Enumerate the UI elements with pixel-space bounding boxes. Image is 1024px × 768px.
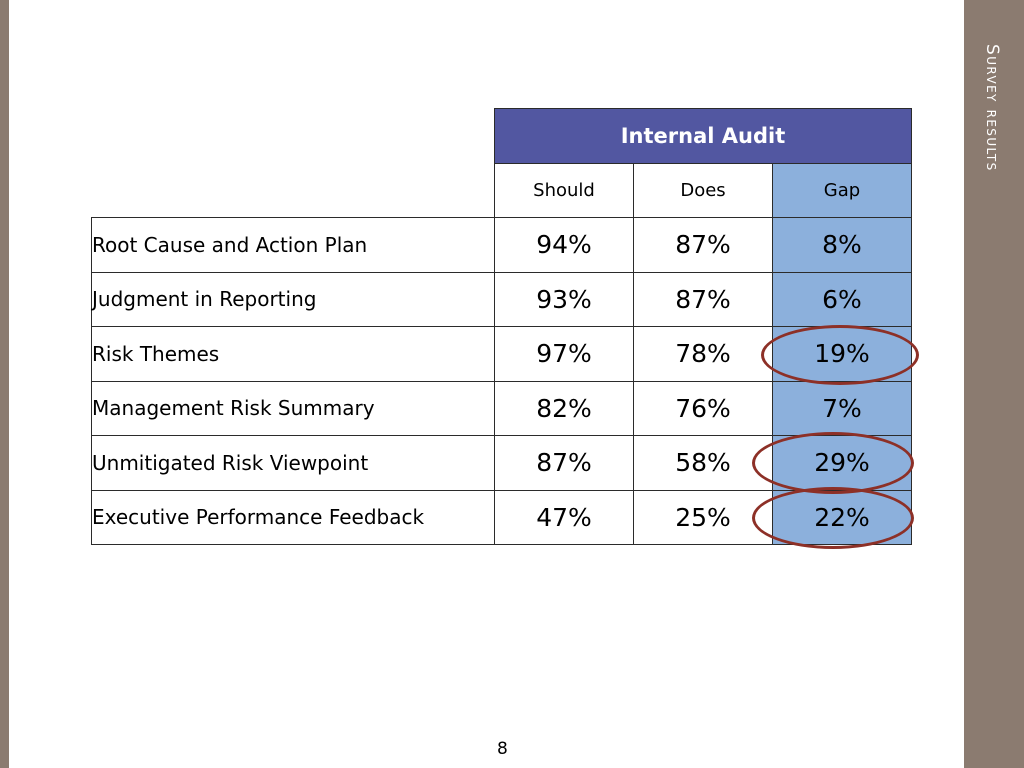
does-value: 76% [633,380,773,436]
table-row: Management Risk Summary 82% 76% 7% [91,380,912,436]
table-row: Executive Performance Feedback 47% 25% 2… [91,489,912,545]
does-value: 58% [633,435,773,491]
row-label: Unmitigated Risk Viewpoint [91,435,495,491]
table-row: Root Cause and Action Plan 94% 87% 8% [91,217,912,273]
side-title: Survey results [982,44,1002,172]
should-value: 94% [494,217,634,273]
does-value: 25% [633,489,773,545]
row-label: Risk Themes [91,326,495,382]
column-header-row: Should Does Gap [92,162,912,218]
should-value: 93% [494,271,634,327]
column-header-does: Does [633,162,773,218]
gap-value: 29% [772,435,912,491]
survey-table: Internal Audit Should Does Gap Root Caus… [91,108,912,545]
should-value: 87% [494,435,634,491]
row-label: Executive Performance Feedback [91,489,495,545]
should-value: 97% [494,326,634,382]
row-label: Management Risk Summary [91,380,495,436]
column-header-gap: Gap [772,162,912,218]
should-value: 47% [494,489,634,545]
blank-cell [92,109,495,164]
row-label: Root Cause and Action Plan [91,217,495,273]
table-row: Unmitigated Risk Viewpoint 87% 58% 29% [91,435,912,491]
gap-value: 19% [772,326,912,382]
column-header-should: Should [494,162,634,218]
row-label: Judgment in Reporting [91,271,495,327]
does-value: 87% [633,271,773,327]
group-header: Internal Audit [494,108,912,164]
blank-cell [92,163,495,218]
does-value: 78% [633,326,773,382]
group-header-row: Internal Audit [92,108,912,164]
gap-value: 6% [772,271,912,327]
should-value: 82% [494,380,634,436]
table-row: Judgment in Reporting 93% 87% 6% [91,271,912,327]
gap-value: 22% [772,489,912,545]
page-number: 8 [497,739,508,759]
does-value: 87% [633,217,773,273]
left-border-bar [0,0,9,768]
gap-value: 8% [772,217,912,273]
gap-value: 7% [772,380,912,436]
right-side-bar [964,0,1024,768]
table-row: Risk Themes 97% 78% 19% [91,326,912,382]
